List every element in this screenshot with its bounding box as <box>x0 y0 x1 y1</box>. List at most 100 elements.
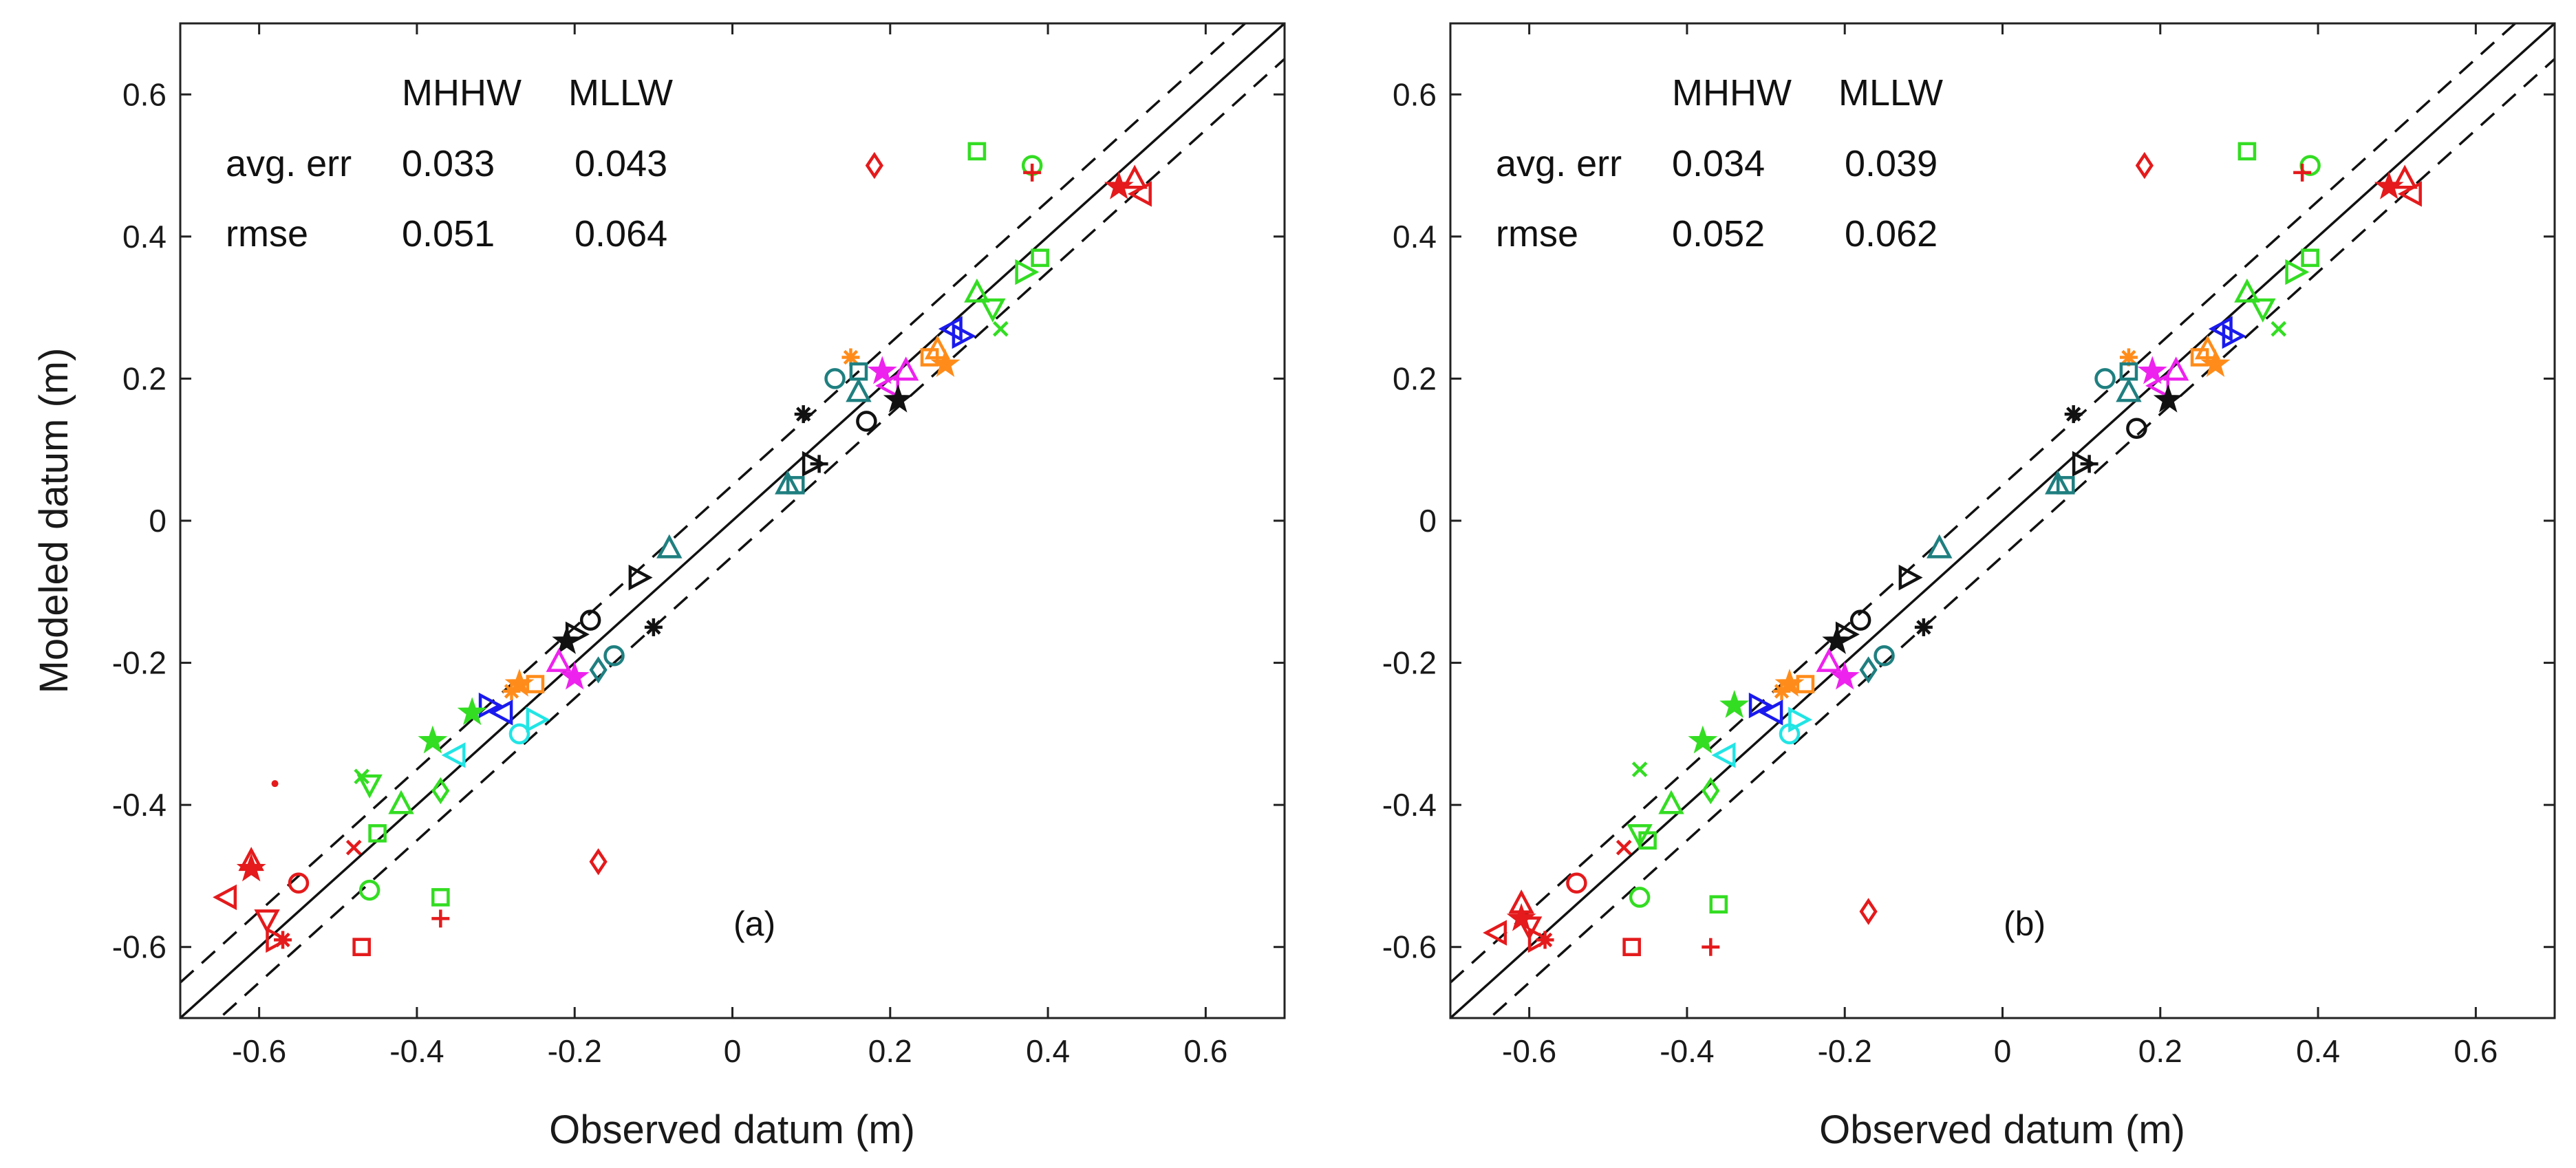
x-tick-label-0m6: 0.6 <box>1183 1033 1227 1069</box>
data-point <box>2094 368 2116 389</box>
data-point <box>865 151 883 180</box>
data-point <box>418 725 448 754</box>
data-point <box>431 777 450 805</box>
x-tick-label-0m6: 0.6 <box>2454 1033 2498 1069</box>
data-point <box>274 931 292 949</box>
data-point <box>1926 534 1953 559</box>
data-point <box>431 909 450 928</box>
data-point <box>478 692 503 719</box>
panel-a-label: (a) <box>733 905 775 943</box>
data-point <box>2163 356 2189 381</box>
data-point <box>1774 669 1805 697</box>
data-point <box>1759 700 1783 726</box>
data-point <box>559 661 590 690</box>
panel-b-stats: MHHW MLLW avg. err 0.034 0.039 rmse 0.05… <box>1496 72 1943 255</box>
data-point <box>2392 164 2418 189</box>
data-point <box>2137 356 2167 385</box>
data-point <box>1483 920 1507 946</box>
data-point <box>2126 418 2147 439</box>
data-point <box>656 534 683 559</box>
x-tick-label-0m4: -0.4 <box>1660 1033 1714 1069</box>
data-point <box>2285 259 2310 285</box>
panel-b-lines <box>1450 23 2555 1018</box>
data-point <box>628 564 653 591</box>
data-point <box>964 278 990 303</box>
data-point <box>2208 316 2233 342</box>
x-tick-label-0m2: 0.2 <box>868 1033 912 1069</box>
x-tick-label-0m2: -0.2 <box>548 1033 602 1069</box>
stats-a-row-avg-label: avg. err <box>226 143 352 184</box>
data-point <box>2200 349 2231 378</box>
data-point <box>1772 682 1791 700</box>
data-point <box>368 824 387 843</box>
y-tick-label-0m4: -0.4 <box>1382 787 1437 823</box>
data-point <box>810 455 828 473</box>
data-point <box>603 645 625 667</box>
data-point <box>352 938 371 957</box>
stats-b-row-avg-label: avg. err <box>1496 143 1622 184</box>
x-tick-label-0: 0 <box>1994 1033 2012 1069</box>
data-point <box>893 356 919 381</box>
data-point <box>1788 706 1813 733</box>
data-point <box>992 321 1009 337</box>
data-point <box>1015 259 1040 285</box>
panel-a-ticks: -0.6 -0.4 -0.2 0 0.2 0.4 0.6 0.6 0.4 0.2 0 -0.2 -0.4… <box>112 23 1285 1069</box>
data-point <box>2234 278 2260 303</box>
y-tick-label-0m4: -0.4 <box>112 787 167 823</box>
data-point <box>924 335 951 360</box>
data-point <box>1874 645 1895 667</box>
stats-b-rmse-mhhw: 0.052 <box>1672 213 1765 255</box>
data-point <box>502 682 521 700</box>
data-point <box>1121 164 1148 189</box>
data-point <box>441 742 466 768</box>
data-point <box>980 298 1006 323</box>
data-point <box>1709 895 1728 914</box>
data-point <box>1627 824 1653 849</box>
data-point <box>1849 609 1871 631</box>
data-point <box>1638 831 1657 850</box>
data-point <box>1702 938 1720 956</box>
stats-b-col-mllw: MLLW <box>1838 72 1943 113</box>
panel-b-ticks: -0.6 -0.4 -0.2 0 0.2 0.4 0.6 0.6 0.4 0.2 0 -0.2 -0.4… <box>1382 23 2555 1069</box>
data-point <box>1516 916 1543 941</box>
data-point <box>2064 405 2083 424</box>
y-tick-label-0m6: 0.6 <box>122 76 167 112</box>
data-point <box>2293 163 2312 182</box>
data-point <box>930 349 960 378</box>
data-point <box>271 780 279 788</box>
x-tick-label-0m6: -0.6 <box>1502 1033 1556 1069</box>
x-tick-label-0m2: -0.2 <box>1818 1033 1872 1069</box>
data-point <box>1023 163 1042 182</box>
data-point <box>565 621 590 647</box>
data-point <box>938 316 963 342</box>
y-tick-label-0m4: 0.4 <box>122 219 167 255</box>
data-point <box>867 356 897 385</box>
data-point <box>1127 181 1152 207</box>
data-point <box>824 368 846 389</box>
data-point <box>1711 742 1736 768</box>
x-tick-label-0m4: -0.4 <box>389 1033 444 1069</box>
data-point <box>213 884 237 911</box>
panel-b-label: (b) <box>2004 905 2046 943</box>
y-tick-label-0m6: 0.6 <box>1393 76 1437 112</box>
data-point <box>1629 887 1651 908</box>
data-point <box>786 476 805 495</box>
data-point <box>1104 171 1134 199</box>
data-point <box>2237 142 2257 161</box>
y-tick-label-0: 0 <box>1419 503 1437 539</box>
panel-a-xlabel: Observed datum (m) <box>549 1107 915 1152</box>
scatter-panel-b: -0.6 -0.4 -0.2 0 0.2 0.4 0.6 0.6 0.4 0.2 0 -0.2 -0.4… <box>1382 22 2556 1152</box>
data-point <box>1622 938 1641 957</box>
data-point <box>345 839 362 856</box>
data-point <box>431 888 450 907</box>
data-point <box>1702 777 1720 805</box>
data-point <box>388 790 414 814</box>
data-point <box>883 384 913 413</box>
stats-b-rmse-mllw: 0.062 <box>1845 213 1938 255</box>
scatter-panel-a: -0.6 -0.4 -0.2 0 0.2 0.4 0.6 0.6 0.4 0.2 0 -0.2 -0.4… <box>32 22 1286 1152</box>
stats-a-col-mllw: MLLW <box>568 72 673 113</box>
panel-a-points <box>213 142 1152 957</box>
stats-a-row-rmse-label: rmse <box>226 213 308 255</box>
stats-a-rmse-mllw: 0.064 <box>575 213 667 255</box>
